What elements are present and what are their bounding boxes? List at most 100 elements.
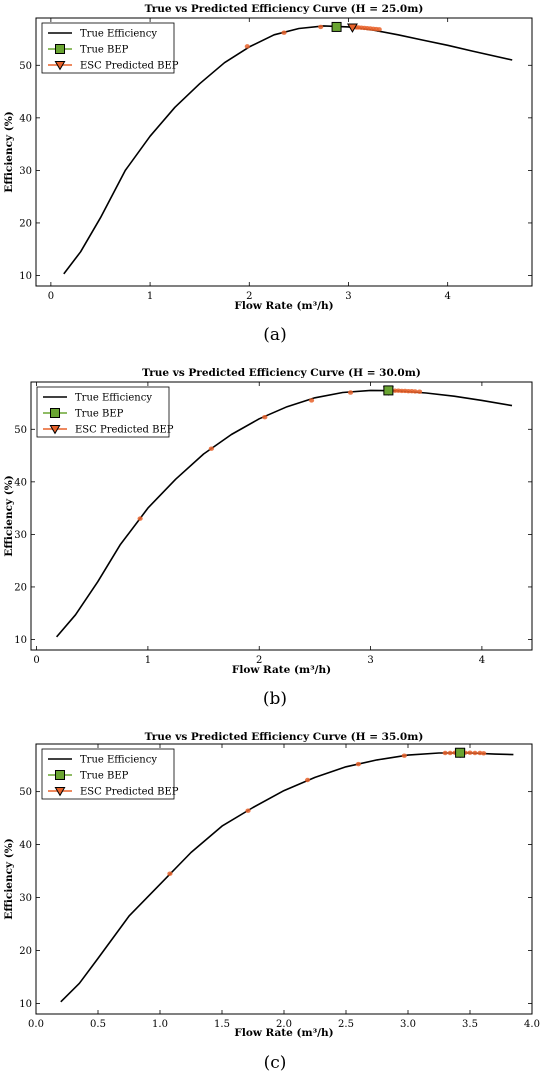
x-tick-label: 3.0	[400, 1019, 416, 1030]
x-tick-label: 1	[145, 655, 151, 666]
esc-trajectory-point	[416, 389, 423, 394]
legend-esc-bep-swatch	[54, 787, 66, 797]
x-tick-label: 0.5	[90, 1019, 106, 1030]
legend-esc-bep-swatch	[54, 61, 66, 71]
esc-trajectory-point	[447, 750, 453, 756]
plot-frame	[30, 381, 533, 651]
x-tick-label: 0.0	[28, 1019, 44, 1030]
esc-trajectory-point	[347, 390, 354, 395]
y-tick-label: 40	[14, 477, 27, 488]
chart-title: True vs Predicted Efficiency Curve (H = …	[142, 367, 421, 379]
esc-trajectory-point	[308, 398, 315, 403]
esc-trajectory-point	[245, 808, 251, 813]
chart-title: True vs Predicted Efficiency Curve (H = …	[145, 3, 424, 15]
y-tick-label: 20	[14, 582, 27, 593]
y-tick-label: 50	[19, 61, 32, 72]
legend-label: ESC Predicted BEP	[75, 425, 174, 436]
true-bep-marker	[331, 21, 342, 32]
x-tick-label: 4	[479, 655, 485, 666]
figure-panel-a: True vs Predicted Efficiency Curve (H = …	[0, 0, 550, 358]
esc-trajectory-point	[481, 751, 487, 756]
legend-label: True Efficiency	[80, 755, 157, 766]
legend-label: True BEP	[80, 45, 129, 56]
chart-c: True vs Predicted Efficiency Curve (H = …	[3, 731, 540, 1073]
y-tick-label: 10	[19, 999, 32, 1010]
esc-trajectory-point	[244, 44, 250, 49]
y-tick-label: 20	[19, 946, 32, 957]
legend-label: True BEP	[80, 771, 129, 782]
legend-true-bep-swatch	[55, 770, 65, 780]
chart-a: True vs Predicted Efficiency Curve (H = …	[3, 3, 533, 345]
esc-trajectory-point	[208, 446, 214, 451]
esc-trajectory-point	[442, 750, 448, 756]
legend-label: ESC Predicted BEP	[80, 787, 179, 798]
esc-trajectory-point	[477, 750, 483, 756]
esc-trajectory-point	[401, 753, 407, 758]
true-efficiency-line	[63, 25, 513, 275]
legend-label: True BEP	[75, 409, 124, 420]
esc-trajectory-point	[355, 761, 361, 767]
figure-caption: (c)	[264, 1053, 287, 1073]
y-axis-label: Efficiency (%)	[3, 475, 15, 556]
x-axis-label: Flow Rate (m³/h)	[232, 664, 331, 676]
x-tick-label: 0	[33, 655, 39, 666]
esc-trajectory-point	[412, 389, 418, 394]
y-tick-label: 50	[14, 425, 27, 436]
x-tick-label: 1	[147, 291, 153, 302]
legend-label: True Efficiency	[80, 29, 157, 40]
x-tick-label: 3	[367, 655, 373, 666]
true-bep-marker	[383, 385, 394, 396]
true-bep-marker	[455, 747, 466, 758]
x-tick-label: 4.0	[524, 1019, 540, 1030]
plot-area	[55, 388, 513, 638]
esc-trajectory-point	[318, 24, 324, 30]
esc-trajectory-point	[137, 516, 143, 521]
x-axis-label: Flow Rate (m³/h)	[234, 300, 333, 312]
figure-caption: (a)	[263, 325, 286, 345]
y-tick-label: 10	[14, 635, 27, 646]
y-tick-label: 50	[19, 787, 32, 798]
esc-trajectory-point	[376, 27, 382, 32]
y-axis-label: Efficiency (%)	[3, 111, 15, 192]
legend-true-bep-swatch	[55, 44, 65, 54]
legend-label: ESC Predicted BEP	[80, 61, 179, 72]
figure-panel-c: True vs Predicted Efficiency Curve (H = …	[0, 728, 550, 1082]
x-tick-label: 4	[444, 291, 450, 302]
x-tick-label: 1.5	[214, 1019, 230, 1030]
y-tick-label: 40	[19, 113, 32, 124]
y-tick-label: 10	[19, 271, 32, 282]
y-tick-label: 30	[19, 166, 32, 177]
legend-esc-bep-swatch	[49, 425, 61, 435]
x-tick-label: 3.5	[462, 1019, 478, 1030]
esc-trajectory-point	[472, 750, 478, 756]
figure-panel-b: True vs Predicted Efficiency Curve (H = …	[0, 364, 550, 720]
y-tick-label: 30	[14, 530, 27, 541]
esc-trajectory-point	[467, 750, 473, 755]
x-tick-label: 1.0	[152, 1019, 168, 1030]
y-tick-label: 40	[19, 840, 32, 851]
chart-title: True vs Predicted Efficiency Curve (H = …	[145, 731, 424, 743]
y-axis-label: Efficiency (%)	[3, 838, 15, 919]
plot-area	[60, 750, 514, 1003]
x-tick-label: 2.0	[276, 1019, 292, 1030]
esc-trajectory-point	[262, 415, 268, 420]
esc-trajectory-point	[304, 777, 311, 783]
esc-predicted-bep-marker	[346, 23, 358, 33]
true-efficiency-line	[55, 389, 513, 638]
x-tick-label: 2	[256, 655, 262, 666]
y-tick-label: 20	[19, 218, 32, 229]
plot-area	[63, 24, 513, 275]
legend-true-bep-swatch	[50, 408, 60, 418]
figure-caption: (b)	[263, 689, 287, 709]
x-tick-label: 2	[246, 291, 252, 302]
legend-label: True Efficiency	[75, 393, 152, 404]
x-tick-label: 2.5	[338, 1019, 354, 1030]
y-tick-label: 30	[19, 893, 32, 904]
x-axis-label: Flow Rate (m³/h)	[234, 1027, 333, 1039]
esc-trajectory-point	[281, 30, 287, 35]
esc-trajectory-point	[167, 871, 173, 876]
plot-frame	[35, 17, 533, 287]
x-tick-label: 3	[345, 291, 351, 302]
x-tick-label: 0	[48, 291, 54, 302]
chart-b: True vs Predicted Efficiency Curve (H = …	[3, 367, 533, 709]
